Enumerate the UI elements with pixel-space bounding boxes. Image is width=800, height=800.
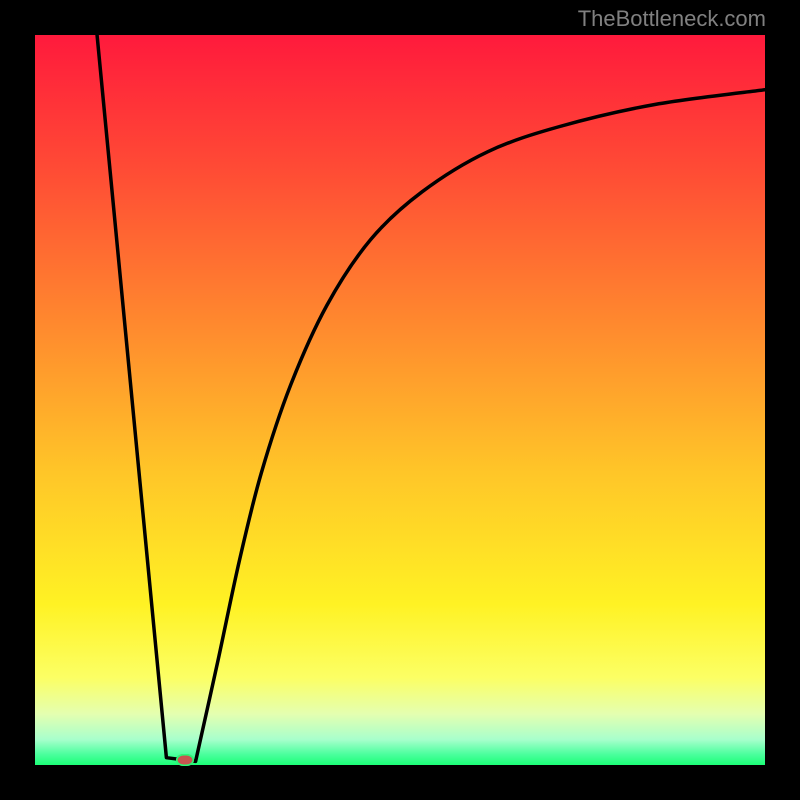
chart-frame: TheBottleneck.com [0,0,800,800]
operating-point-marker [176,754,194,766]
bottleneck-curve [35,35,765,765]
watermark-text: TheBottleneck.com [578,6,766,32]
plot-area [35,35,765,765]
